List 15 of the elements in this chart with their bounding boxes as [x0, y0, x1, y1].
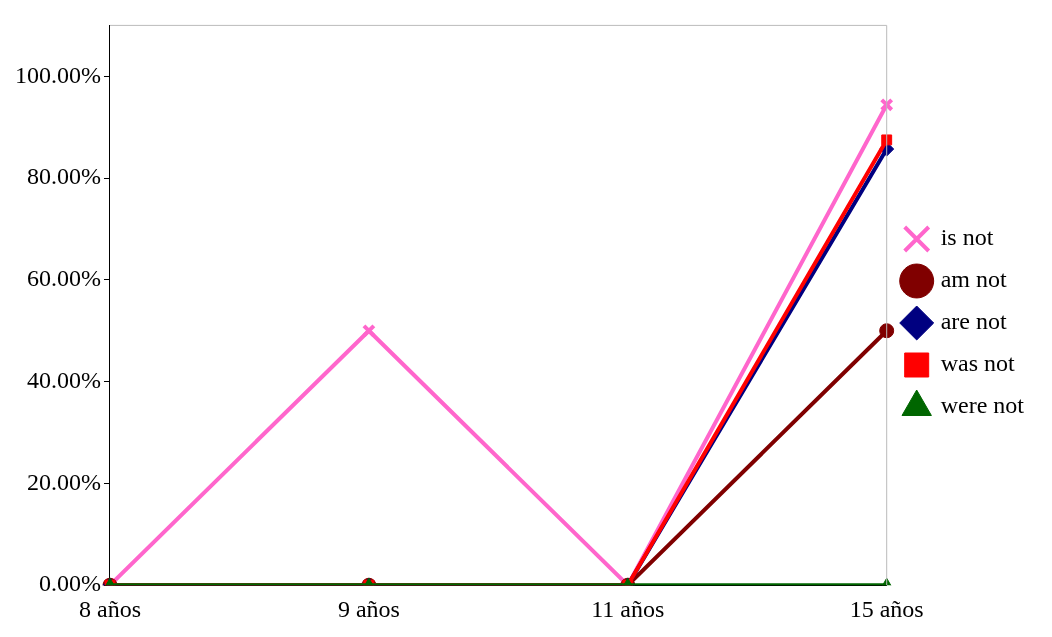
x-tick-label: 11 años: [591, 595, 665, 622]
legend-label: were not: [940, 392, 1025, 419]
y-tick-label: 40.00%: [26, 366, 101, 393]
y-tick-label: 20.00%: [26, 468, 101, 495]
y-tick-label: 0.00%: [38, 570, 101, 597]
x-tick-label: 8 años: [78, 595, 141, 622]
x-tick-label: 15 años: [849, 595, 924, 622]
legend-label: are not: [940, 308, 1007, 335]
legend-label: is not: [940, 224, 994, 251]
x-tick-label: 9 años: [337, 595, 400, 622]
y-tick-label: 100.00%: [14, 61, 101, 88]
y-tick-label: 60.00%: [26, 265, 101, 292]
legend-label: was not: [940, 350, 1016, 377]
legend-label: am not: [940, 266, 1008, 293]
y-tick-label: 80.00%: [26, 163, 101, 190]
